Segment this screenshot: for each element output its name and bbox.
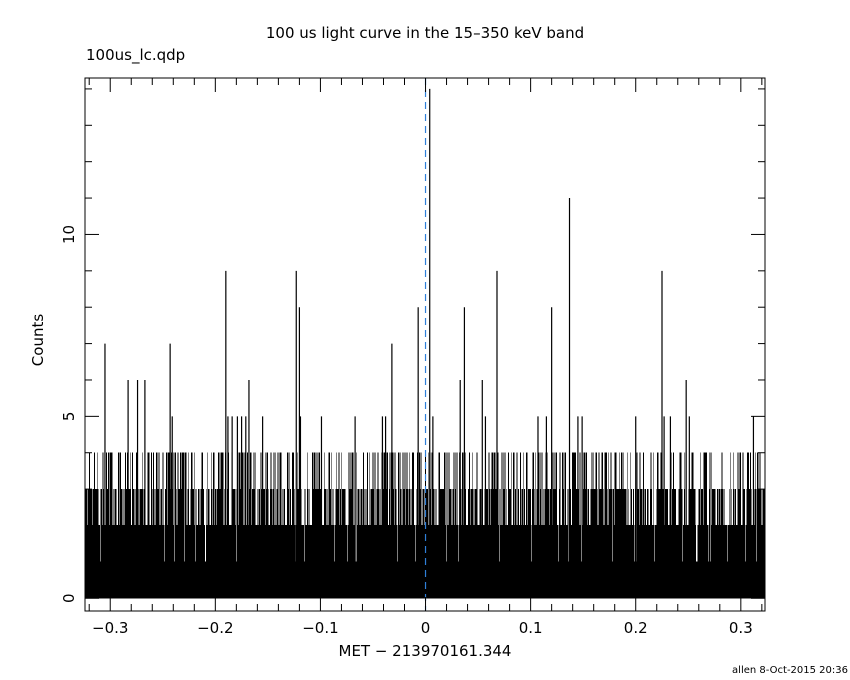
- x-tick-label: −0.1: [302, 619, 338, 637]
- x-tick-label: −0.3: [92, 619, 128, 637]
- y-tick-label: 10: [60, 225, 78, 244]
- x-tick-label: 0.2: [624, 619, 648, 637]
- y-tick-labels: 0 5 10: [60, 225, 78, 603]
- y-axis-label: Counts: [29, 314, 47, 367]
- x-tick-label: 0.3: [729, 619, 753, 637]
- x-axis-label: MET − 213970161.344: [339, 642, 512, 660]
- axis-ticks: [85, 78, 765, 611]
- y-tick-label: 5: [60, 412, 78, 422]
- chart-title: 100 us light curve in the 15–350 keV ban…: [266, 24, 584, 42]
- x-tick-label: −0.2: [197, 619, 233, 637]
- file-label: 100us_lc.qdp: [86, 46, 185, 65]
- footer-stamp: allen 8-Oct-2015 20:36: [732, 665, 848, 676]
- plot-frame: [84, 77, 766, 612]
- x-tick-label: 0: [421, 619, 431, 637]
- x-tick-label: 0.1: [519, 619, 543, 637]
- x-tick-labels: −0.3 −0.2 −0.1 0 0.1 0.2 0.3: [92, 619, 753, 637]
- peaks-layer: [104, 88, 755, 599]
- y-tick-label: 0: [60, 593, 78, 603]
